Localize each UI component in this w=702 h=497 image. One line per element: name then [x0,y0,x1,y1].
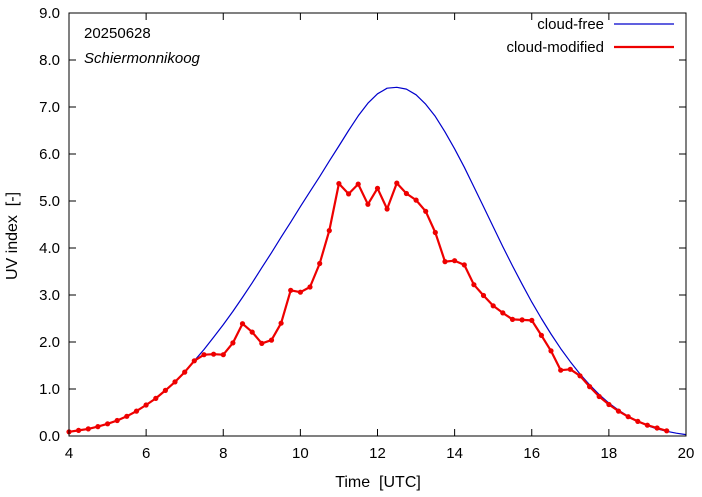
data-point-cloud-modified [105,421,111,427]
data-point-cloud-modified [211,351,217,357]
data-point-cloud-modified [317,260,323,267]
data-point-cloud-modified [346,191,352,197]
data-point-cloud-modified [297,289,303,295]
date-label: 20250628 [84,25,151,42]
data-point-cloud-modified [76,427,82,433]
data-point-cloud-modified [374,185,381,191]
data-point-cloud-modified [664,428,670,434]
data-point-cloud-modified [577,373,583,379]
y-tick-label: 2.0 [39,334,60,351]
data-point-cloud-modified [85,426,91,432]
data-point-cloud-modified [124,413,130,419]
data-point-cloud-modified [326,228,332,234]
data-point-cloud-modified [644,422,651,428]
data-point-cloud-modified [625,414,631,420]
data-point-cloud-modified [480,292,487,299]
data-point-cloud-modified [490,303,496,309]
data-point-cloud-modified [606,401,612,408]
data-point-cloud-modified [519,317,525,323]
data-point-cloud-modified [278,320,284,326]
data-point-cloud-modified [172,379,178,385]
data-point-cloud-modified [452,258,458,264]
legend-label-cloud-modified: cloud-modified [506,39,604,56]
x-tick-label: 8 [219,445,227,462]
plot-frame [68,12,687,437]
data-point-cloud-modified [413,197,419,203]
axis-ticks: 4 6 8 10 12 14 16 18 20 0.0 1.0 2.0 3.0 4.0 5.0 6.0 7.0 8… [39,5,694,462]
data-point-cloud-modified [268,337,275,343]
data-point-cloud-modified [567,366,573,372]
data-point-cloud-modified [143,402,149,408]
data-point-cloud-modified [529,317,535,323]
data-point-cloud-modified [336,181,342,187]
data-point-cloud-modified [259,340,265,346]
data-point-cloud-modified [191,358,197,364]
data-point-cloud-modified [384,206,390,212]
data-point-cloud-modified [162,387,168,393]
y-tick-label: 3.0 [39,287,60,304]
data-point-cloud-modified [182,369,188,375]
data-point-cloud-modified [220,352,226,358]
y-tick-label: 4.0 [39,240,60,257]
data-point-cloud-modified [114,417,120,424]
data-point-cloud-modified [153,395,159,401]
data-point-cloud-modified [500,310,506,316]
y-tick-label: 1.0 [39,381,60,398]
data-point-cloud-modified [471,282,477,288]
data-point-cloud-modified [355,181,361,187]
data-point-cloud-modified [423,208,429,214]
data-point-cloud-modified [403,190,409,197]
y-tick-label: 0.0 [39,428,60,445]
data-point-cloud-modified [558,367,564,373]
y-tick-label: 8.0 [39,52,60,69]
series-layer [66,86,687,436]
x-tick-label: 4 [65,445,73,462]
data-point-cloud-modified [615,408,622,414]
series-line-cloud-modified [68,182,668,433]
y-tick-label: 6.0 [39,146,60,163]
x-tick-label: 12 [369,445,386,462]
y-tick-label: 5.0 [39,193,60,210]
data-point-cloud-modified [509,316,516,322]
data-point-cloud-modified [432,229,438,236]
y-tick-label: 7.0 [39,99,60,116]
x-tick-label: 16 [523,445,540,462]
location-label: Schiermonnikoog [84,50,201,67]
legend: cloud-free cloud-modified [506,16,674,56]
data-point-cloud-modified [461,262,467,268]
data-point-cloud-modified [596,393,602,400]
data-point-cloud-modified [365,201,371,207]
data-point-cloud-modified [95,424,101,430]
data-point-cloud-modified [394,180,400,186]
data-point-cloud-modified [307,284,313,290]
x-tick-label: 6 [142,445,150,462]
data-point-cloud-modified [635,418,641,424]
data-point-cloud-modified [249,329,255,335]
y-axis-title: UV index [-] [4,192,21,280]
data-point-cloud-modified [538,332,545,338]
data-point-cloud-modified [442,259,448,265]
data-point-cloud-modified [133,408,140,414]
x-tick-label: 10 [292,445,309,462]
data-point-cloud-modified [288,287,294,293]
data-point-cloud-modified [654,425,660,431]
x-tick-label: 18 [601,445,618,462]
data-point-cloud-modified [548,348,554,354]
y-tick-label: 9.0 [39,5,60,22]
data-point-cloud-modified [587,384,593,390]
legend-label-cloud-free: cloud-free [537,16,604,33]
x-tick-label: 20 [678,445,695,462]
x-axis-title: Time [UTC] [335,474,421,491]
series-line-cloud-free [68,86,687,436]
data-point-cloud-modified [239,321,246,327]
x-tick-label: 14 [446,445,463,462]
data-point-cloud-modified [230,340,236,346]
data-point-cloud-modified [201,352,207,358]
